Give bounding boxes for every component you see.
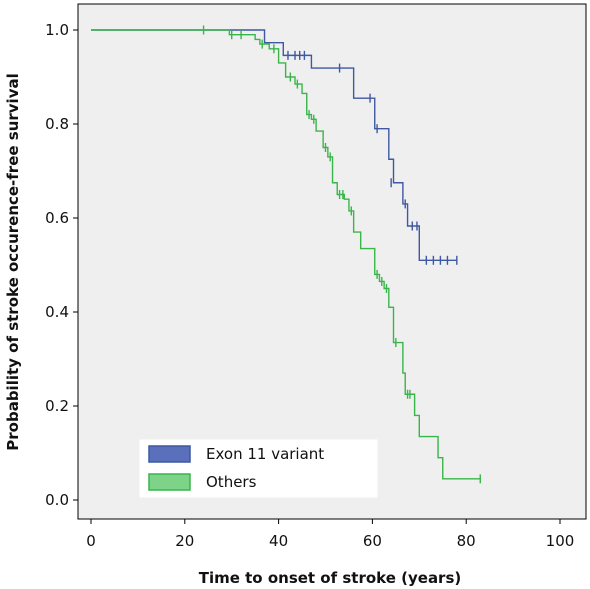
x-tick-label: 0 <box>86 532 96 550</box>
x-tick-label: 20 <box>175 532 194 550</box>
y-tick-label: 0.8 <box>45 115 69 133</box>
x-tick-label: 100 <box>546 532 575 550</box>
y-tick-label: 0.2 <box>45 397 69 415</box>
y-tick-label: 1.0 <box>45 21 69 39</box>
plot-background <box>77 3 587 520</box>
y-tick-label: 0.0 <box>45 491 69 509</box>
survival-curve-exon11 <box>91 29 457 261</box>
y-axis-ticks: 0.0 0.2 0.4 0.6 0.8 1.0 <box>45 21 78 509</box>
y-axis-title: Probability of stroke occurence-free sur… <box>4 73 22 450</box>
legend-swatch-exon11 <box>148 445 191 463</box>
x-tick-label: 80 <box>457 532 476 550</box>
x-tick-label: 40 <box>269 532 288 550</box>
y-tick-label: 0.6 <box>45 209 69 227</box>
x-tick-label: 60 <box>363 532 382 550</box>
legend-label-others: Others <box>206 473 257 491</box>
x-axis-ticks: 0 20 40 60 80 100 <box>86 519 574 550</box>
survival-curve-others <box>91 29 481 480</box>
x-axis-title: Time to onset of stroke (years) <box>199 569 462 587</box>
legend-swatch-others <box>148 473 191 491</box>
legend: Exon 11 variant Others <box>139 439 378 498</box>
y-tick-label: 0.4 <box>45 303 69 321</box>
survival-curves <box>91 25 481 484</box>
legend-label-exon11: Exon 11 variant <box>206 445 324 463</box>
